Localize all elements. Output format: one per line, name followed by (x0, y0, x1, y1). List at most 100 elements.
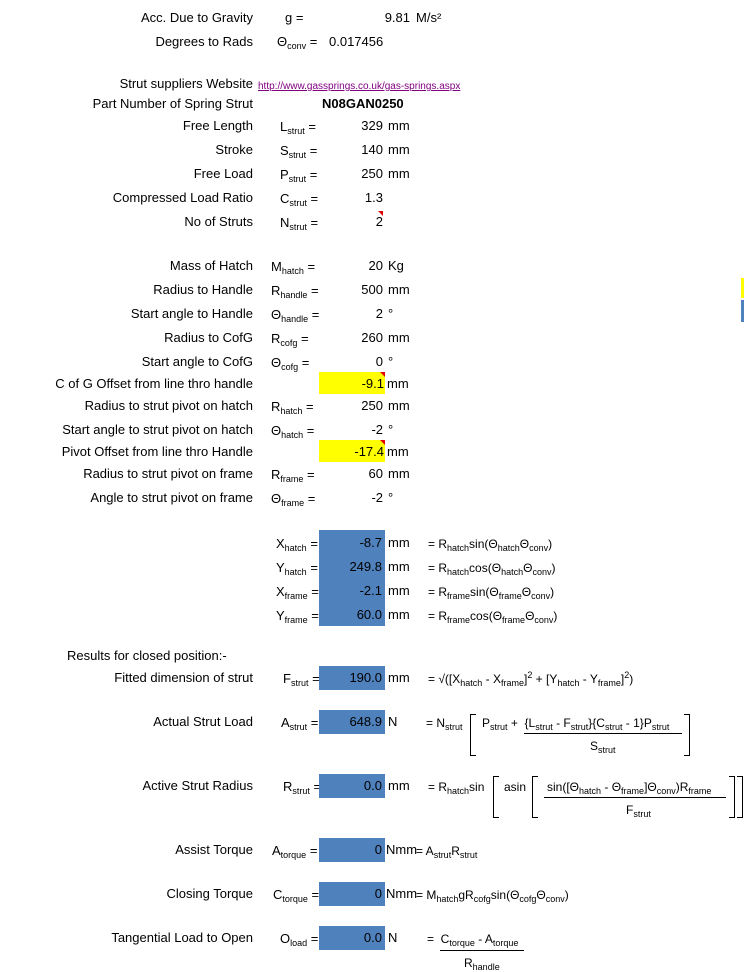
fitted-value[interactable]: 190.0 (349, 670, 382, 685)
param-symbol: Rframe = (271, 467, 315, 484)
coord-symbol: Xhatch = (276, 536, 318, 553)
param-label: Radius to strut pivot on hatch (84, 398, 253, 413)
coord-value[interactable]: -8.7 (359, 535, 382, 550)
param-symbol: Mhatch = (271, 259, 316, 276)
active-label: Active Strut Radius (142, 778, 253, 793)
tangential-value[interactable]: 0.0 (363, 930, 382, 945)
actual-label: Actual Strut Load (153, 714, 253, 729)
param-label: Free Length (182, 118, 253, 133)
actual-formula-num: Pstrut + {Lstrut - Fstrut}{Cstrut - 1}Ps… (482, 716, 670, 732)
param-value[interactable]: 500 (361, 282, 383, 297)
param-value[interactable]: 1.3 (364, 190, 383, 205)
fitted-formula: = √([Xhatch - Xframe]2 + [Yhatch - Yfram… (428, 670, 634, 688)
deg-rads-symbol: Θconv = (277, 34, 318, 51)
assist-value-cell[interactable] (319, 838, 385, 862)
actual-right-bracket (684, 714, 690, 756)
edge-yellow-mark (741, 278, 744, 298)
active-fraction-line (544, 797, 726, 798)
coord-value[interactable]: 249.8 (349, 559, 382, 574)
results-heading: Results for closed position:- (67, 648, 227, 663)
param-unit: mm (388, 166, 410, 181)
deg-rads-value[interactable]: 0.017456 (329, 34, 384, 49)
active-value-cell[interactable] (319, 774, 385, 798)
active-value[interactable]: 0.0 (363, 778, 382, 793)
param-label: Radius to Handle (153, 282, 253, 297)
param-value[interactable]: 140 (361, 142, 383, 157)
computed-cell[interactable] (319, 602, 385, 626)
param-value[interactable]: 20 (368, 258, 383, 273)
param-unit: Kg (388, 258, 404, 273)
param-label: Radius to strut pivot on frame (83, 466, 253, 481)
param-symbol: Θhandle = (271, 307, 320, 324)
param-symbol: Sstrut = (280, 143, 318, 160)
param-value[interactable]: 60 (368, 466, 383, 481)
highlighted-cell[interactable] (319, 372, 385, 394)
tangential-value-cell[interactable] (319, 926, 385, 950)
fitted-unit: mm (388, 670, 410, 685)
param-value[interactable]: 2 (375, 306, 383, 321)
param-value[interactable]: 0 (375, 354, 383, 369)
param-symbol: Rhandle = (271, 283, 319, 300)
coord-formula: = Rhatchsin(ΘhatchΘconv) (428, 537, 553, 553)
param-symbol: Θhatch = (271, 423, 315, 440)
fitted-value-cell[interactable] (319, 666, 385, 690)
closing-value-cell[interactable] (319, 882, 385, 906)
actual-value[interactable]: 648.9 (349, 714, 382, 729)
highlighted-cell[interactable] (319, 440, 385, 462)
assist-value[interactable]: 0 (374, 842, 382, 857)
param-symbol: Pstrut = (280, 167, 318, 184)
website-link-cell[interactable]: http://www.gassprings.co.uk/gas-springs.… (258, 77, 460, 95)
computed-cell[interactable] (319, 554, 385, 578)
active-inner-left-bracket (532, 776, 538, 818)
param-symbol: Cstrut = (280, 191, 319, 208)
param-label: Start angle to Handle (130, 306, 253, 321)
coord-symbol: Xframe = (276, 584, 319, 601)
coord-unit: mm (388, 583, 410, 598)
param-value[interactable]: 329 (361, 118, 383, 133)
gravity-unit: M/s² (416, 10, 442, 25)
tangential-formula-num: = Ctorque - Atorque (427, 932, 519, 948)
coord-unit: mm (388, 607, 410, 622)
gravity-value[interactable]: 9.81 (384, 10, 410, 25)
comment-marker (378, 211, 383, 216)
param-value[interactable]: 250 (361, 398, 383, 413)
computed-cell[interactable] (319, 530, 385, 554)
active-outer-left-bracket (493, 776, 499, 818)
param-unit: ° (388, 354, 394, 369)
param-value[interactable]: -17.4 (354, 444, 384, 459)
param-symbol: Rcofg = (271, 331, 309, 348)
actual-value-cell[interactable] (319, 710, 385, 734)
param-label: Radius to CofG (164, 330, 253, 345)
closing-value[interactable]: 0 (374, 886, 382, 901)
tangential-unit: N (388, 930, 398, 945)
param-symbol: Nstrut = (280, 215, 319, 232)
active-formula-prefix: = Rhatchsin (428, 780, 485, 796)
gravity-label: Acc. Due to Gravity (141, 10, 253, 25)
param-value[interactable]: -2 (371, 422, 383, 437)
actual-formula-prefix: = Nstrut (426, 716, 463, 732)
param-value[interactable]: 2 (375, 214, 383, 229)
param-value[interactable]: -9.1 (361, 376, 384, 391)
actual-symbol: Astrut = (281, 715, 319, 732)
part-value[interactable]: N08GAN0250 (322, 96, 404, 111)
param-label: Start angle to CofG (141, 354, 253, 369)
param-value[interactable]: -2 (371, 490, 383, 505)
computed-cell[interactable] (319, 578, 385, 602)
deg-rads-label: Degrees to Rads (155, 34, 253, 49)
coord-value[interactable]: -2.1 (359, 583, 382, 598)
param-symbol: Rhatch = (271, 399, 314, 416)
param-symbol: Lstrut = (280, 119, 316, 136)
coord-value[interactable]: 60.0 (356, 607, 382, 622)
param-value[interactable]: 250 (361, 166, 383, 181)
coord-unit: mm (388, 559, 410, 574)
param-value[interactable]: 260 (361, 330, 383, 345)
closing-unit: Nmm (386, 886, 418, 901)
param-label: Compressed Load Ratio (112, 190, 253, 205)
coord-formula: = Rhatchcos(ΘhatchΘconv) (428, 561, 556, 577)
tangential-formula-den: Rhandle (464, 956, 500, 972)
actual-formula-den: Sstrut (590, 739, 616, 755)
closing-formula: = MhatchgRcofgsin(ΘcofgΘconv) (416, 888, 569, 904)
part-label: Part Number of Spring Strut (92, 96, 253, 111)
tangential-symbol: Oload = (280, 931, 319, 948)
website-link[interactable]: http://www.gassprings.co.uk/gas-springs.… (258, 81, 461, 92)
